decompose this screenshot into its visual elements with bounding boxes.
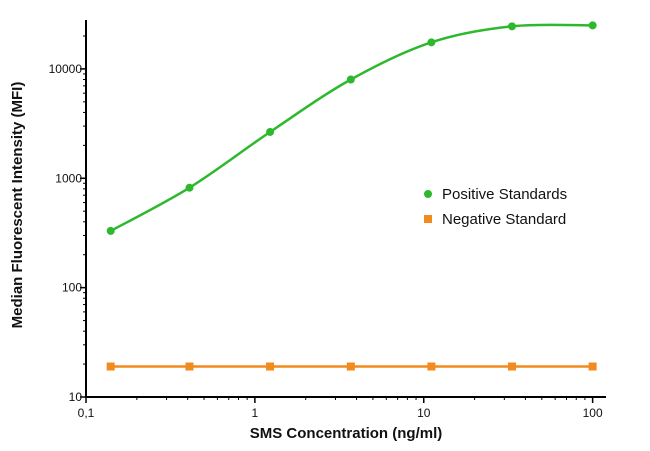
data-point (346, 362, 355, 371)
x-tick-label: 1 (252, 406, 259, 420)
data-point (588, 21, 597, 30)
series-layer (106, 21, 597, 371)
y-tick-label: 10 (69, 390, 83, 404)
data-point (266, 127, 275, 136)
data-point (185, 362, 194, 371)
x-tick-label: 100 (583, 406, 603, 420)
x-axis-title: SMS Concentration (ng/ml) (250, 425, 443, 442)
y-axis-title: Median Fluorescent Intensity (MFI) (9, 82, 26, 329)
y-tick-label: 10000 (49, 62, 83, 76)
data-point (185, 183, 194, 192)
y-tick-label: 100 (62, 281, 82, 295)
data-point (588, 362, 597, 371)
data-point (106, 226, 115, 235)
legend: Positive Standards Negative Standard (424, 186, 567, 228)
data-point (427, 362, 436, 371)
legend-label: Negative Standard (442, 211, 566, 228)
legend-marker (424, 190, 432, 198)
axes: 0,1 1 10 100 10 100 1000 10000 (49, 20, 606, 420)
data-point (507, 362, 516, 371)
data-point (346, 75, 355, 84)
data-point (507, 22, 516, 31)
data-point (427, 38, 436, 47)
data-point (266, 362, 275, 371)
y-tick-label: 1000 (55, 171, 82, 185)
data-point (106, 362, 115, 371)
x-tick-label: 0,1 (78, 406, 95, 420)
x-tick-label: 10 (417, 406, 431, 420)
legend-label: Positive Standards (442, 186, 567, 203)
legend-marker (424, 215, 432, 223)
